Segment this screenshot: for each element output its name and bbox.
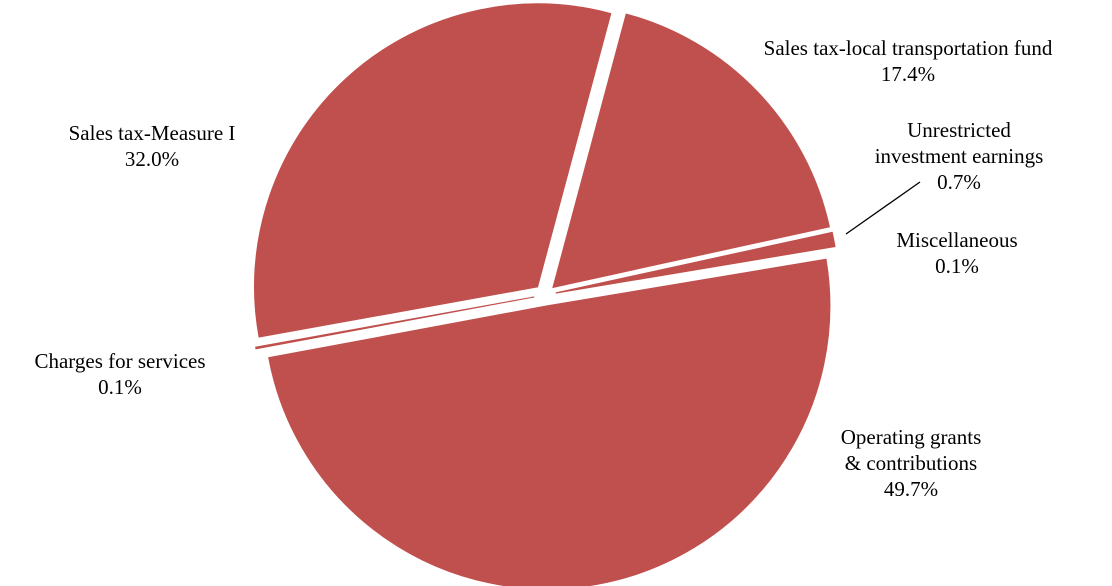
slice-label-line: & contributions: [845, 451, 977, 475]
slice-label-sales-tax-local-transportation-fund: Sales tax-local transportation fund 17.4%: [764, 36, 1053, 86]
slice-label-operating-grants-and-contributions: Operating grants & contributions 49.7%: [841, 425, 982, 501]
slice-percent: 17.4%: [881, 62, 935, 86]
slice-label-line: Charges for services: [34, 349, 205, 373]
pie-slice-charges-for-services: [255, 296, 535, 350]
leader-line-unrestricted-investment-earnings: [845, 181, 921, 235]
slice-percent: 0.1%: [935, 254, 979, 278]
slice-label-line: Miscellaneous: [896, 228, 1017, 252]
slice-label-line: Unrestricted: [907, 118, 1011, 142]
slice-percent: 32.0%: [125, 147, 179, 171]
slice-label-unrestricted-investment-earnings: Unrestricted investment earnings 0.7%: [875, 118, 1044, 194]
leader-lines: [845, 181, 921, 235]
pie-slices: [254, 3, 836, 586]
slice-label-line: investment earnings: [875, 144, 1044, 168]
slice-label-miscellaneous: Miscellaneous 0.1%: [896, 228, 1017, 278]
slice-label-line: Sales tax-local transportation fund: [764, 36, 1053, 60]
slice-label-charges-for-services: Charges for services 0.1%: [34, 349, 205, 399]
slice-label-line: Sales tax-Measure I: [69, 121, 236, 145]
slice-label-sales-tax-measure-i: Sales tax-Measure I 32.0%: [69, 121, 236, 171]
pie-slice-sales-tax-measure-i: [254, 3, 612, 338]
slice-percent: 49.7%: [884, 477, 938, 501]
pie-slice-operating-grants-and-contributions: [268, 258, 831, 586]
slice-percent: 0.1%: [98, 375, 142, 399]
pie-slice-sales-tax-local-transportation-fund: [552, 13, 830, 289]
slice-percent: 0.7%: [937, 170, 981, 194]
slice-label-line: Operating grants: [841, 425, 982, 449]
pie-slice-miscellaneous: [555, 244, 836, 294]
slice-labels: Sales tax-local transportation fund 17.4%…: [34, 36, 1052, 501]
